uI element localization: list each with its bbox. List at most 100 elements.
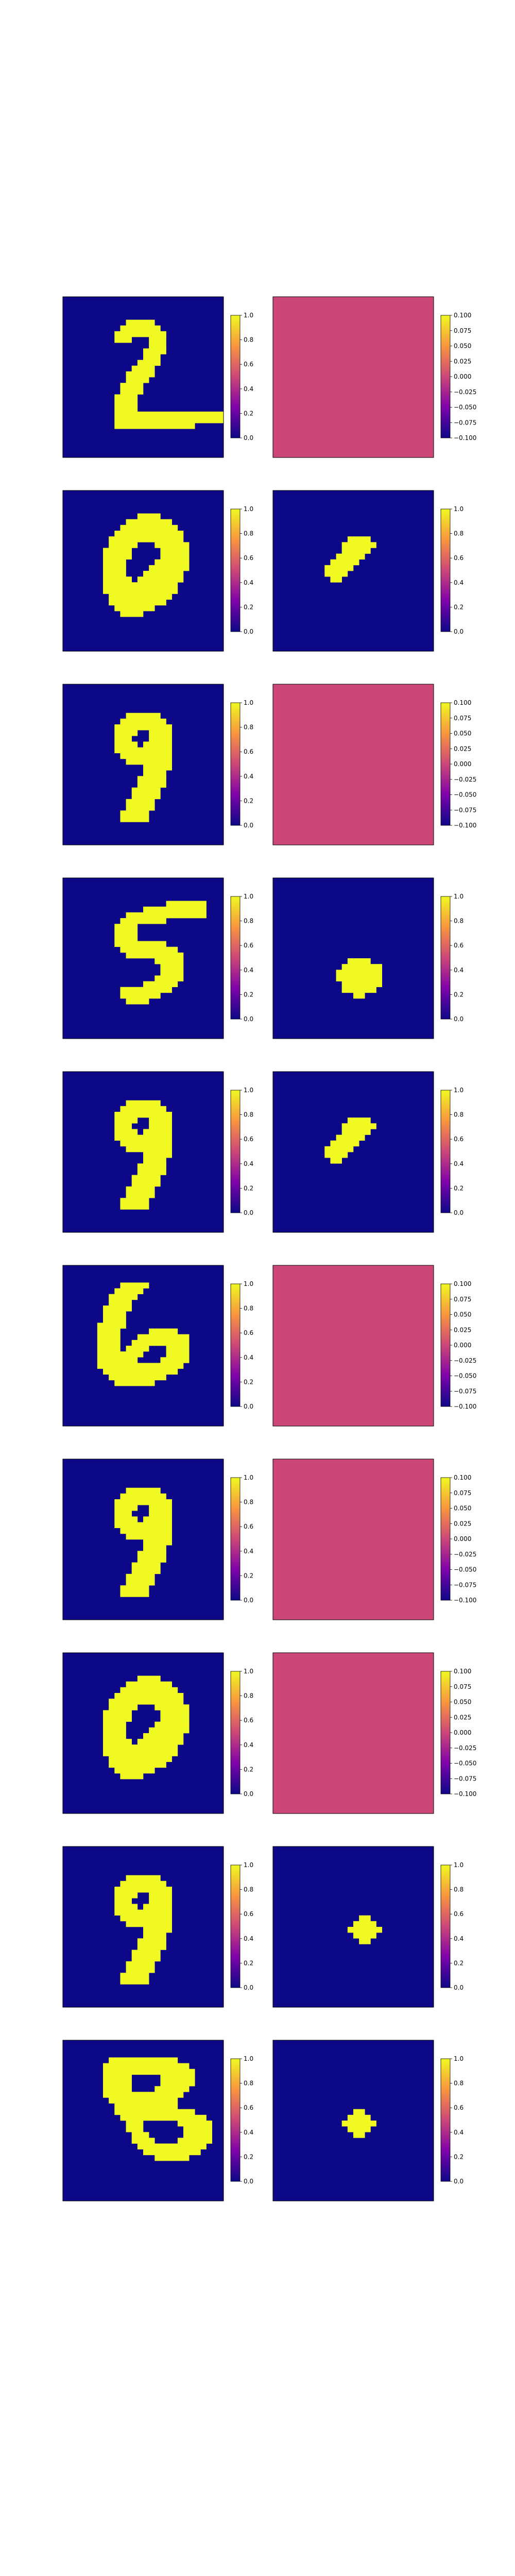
heatmap-cell-run xyxy=(137,1163,166,1170)
heatmap-cell-run xyxy=(341,548,371,554)
heatmap-cell-run xyxy=(114,1898,132,1904)
colorbar-tick-label: 0.8 xyxy=(244,530,253,537)
heatmap-cell-run xyxy=(341,2121,376,2127)
heatmap-cell-run xyxy=(114,1288,144,1295)
heatmap-cell-run xyxy=(109,1294,138,1300)
colorbar-tick-label: 1.0 xyxy=(454,893,464,900)
heatmap-cell-run xyxy=(131,1562,161,1569)
colorbar-tick-label: 0.2 xyxy=(244,1959,253,1967)
heatmap-cell-run xyxy=(131,1568,161,1574)
heatmap-cell-run xyxy=(143,1152,173,1158)
heatmap-background xyxy=(273,1265,434,1426)
heatmap-frame xyxy=(62,490,224,652)
heatmap-cell-run xyxy=(114,411,224,418)
colorbar-tick-label: 0.2 xyxy=(244,410,253,417)
heatmap-cell-run xyxy=(336,975,383,981)
colorbar-tick-label: 0.6 xyxy=(244,1329,253,1336)
heatmap-cell-run xyxy=(103,577,132,583)
heatmap-cell-run xyxy=(166,1346,190,1352)
heatmap-cell-run xyxy=(126,1146,173,1153)
heatmap-cell-run xyxy=(324,1152,348,1158)
colorbar-tick-label: 0.6 xyxy=(454,2104,464,2111)
colorbar-gradient xyxy=(230,1671,241,1794)
heatmap-cell-run xyxy=(120,2114,207,2121)
heatmap-cell-run xyxy=(114,1909,173,1916)
colorbar-tick-label: 0.2 xyxy=(244,603,253,611)
heatmap-cell-run xyxy=(177,2138,213,2144)
heatmap-frame xyxy=(272,684,434,845)
heatmap-cell-run xyxy=(330,577,342,583)
heatmap-cell-run xyxy=(114,1505,138,1511)
colorbar-tick-label: 0.075 xyxy=(454,715,471,722)
colorbar-gradient xyxy=(440,2058,451,2182)
colorbar: −0.100 −0.075 −0.050 −0.025 0.000 0.025 0.050 0… xyxy=(440,312,476,442)
colorbar-tick-label: 0.0 xyxy=(244,1015,253,1023)
heatmap-cell-run xyxy=(131,793,161,800)
heatmap-frame xyxy=(272,296,434,458)
heatmap-cell-run xyxy=(149,736,173,742)
colorbar-tick-label: 1.0 xyxy=(454,2055,464,2062)
colorbar-tick-label: 0.0 xyxy=(244,1790,253,1798)
heatmap-frame xyxy=(62,1071,224,1233)
heatmap-cell-run xyxy=(353,1933,376,1939)
heatmap-panel-10-input: 0.0 0.2 0.4 0.6 0.8 1.0 xyxy=(62,2040,253,2201)
heatmap-cell-run xyxy=(120,1585,149,1591)
heatmap-cell-run xyxy=(120,325,161,332)
heatmap-cell-run xyxy=(160,970,184,976)
heatmap-cell-run xyxy=(97,1340,121,1346)
heatmap-cell-run xyxy=(126,1573,155,1580)
colorbar-tick-label: 0.050 xyxy=(454,1311,471,1318)
heatmap-cell-run xyxy=(149,1898,173,1904)
colorbar-tick-label: 0.0 xyxy=(454,1015,464,1023)
heatmap-cell-run xyxy=(166,901,207,907)
heatmap-cell-run xyxy=(120,1687,178,1693)
heatmap-frame xyxy=(62,1459,224,1620)
heatmap-cell-run xyxy=(353,1921,376,1927)
colorbar-gradient xyxy=(230,509,241,632)
heatmap-cell-run xyxy=(131,1744,178,1751)
heatmap-cell-run xyxy=(103,1716,132,1722)
colorbar-tick-label: 0.2 xyxy=(244,797,253,804)
heatmap-cell-run xyxy=(103,1727,126,1734)
colorbar-tick-label: 0.8 xyxy=(244,1305,253,1312)
heatmap-cell-run xyxy=(97,1363,184,1369)
heatmap-cell-run xyxy=(109,1699,184,1705)
heatmap-frame xyxy=(272,1071,434,1233)
heatmap-cell-run xyxy=(137,513,161,520)
heatmap-cell-run xyxy=(137,776,166,782)
colorbar-tick-label: 0.8 xyxy=(454,530,464,537)
heatmap-cell-run xyxy=(120,611,144,617)
heatmap-cell-run xyxy=(347,2114,371,2121)
heatmap-cell-run xyxy=(160,548,190,554)
heatmap-cell-run xyxy=(109,2097,178,2104)
colorbar: 0.0 0.2 0.4 0.6 0.8 1.0 xyxy=(440,2055,464,2185)
colorbar-tick-label: −0.075 xyxy=(454,419,476,426)
heatmap-cell-run xyxy=(347,1927,383,1933)
heatmap-panel-5-output: 0.0 0.2 0.4 0.6 0.8 1.0 xyxy=(272,1071,464,1233)
heatmap-cell-run xyxy=(114,417,224,423)
colorbar-gradient xyxy=(440,1671,451,1794)
heatmap-cell-run xyxy=(137,360,161,366)
colorbar: −0.100 −0.075 −0.050 −0.025 0.000 0.025 0.050 0… xyxy=(440,1280,476,1410)
colorbar-gradient xyxy=(440,315,451,438)
colorbar-tick-label: 0.4 xyxy=(244,579,253,586)
heatmap-cell-run xyxy=(97,1323,126,1329)
heatmap-cell-run xyxy=(126,2121,144,2127)
heatmap-cell-run xyxy=(109,594,173,600)
heatmap-cell-run xyxy=(353,2132,365,2138)
colorbar-tick-label: 0.6 xyxy=(244,1136,253,1143)
heatmap-cell-run xyxy=(114,1887,173,1893)
colorbar-tick-label: 0.000 xyxy=(454,760,471,768)
heatmap-cell-run xyxy=(359,1915,371,1922)
heatmap-cell-run xyxy=(154,2155,190,2161)
heatmap-cell-run xyxy=(137,1556,166,1563)
colorbar-gradient xyxy=(230,315,241,438)
heatmap-cell-run xyxy=(97,1334,121,1341)
colorbar: 0.0 0.2 0.4 0.6 0.8 1.0 xyxy=(230,699,253,829)
heatmap-cell-run xyxy=(120,1204,149,1210)
heatmap-cell-run xyxy=(126,1681,173,1688)
colorbar-tick-label: 0.0 xyxy=(244,434,253,442)
colorbar-tick-label: 0.0 xyxy=(454,1209,464,1216)
colorbar-tick-label: 0.2 xyxy=(454,2153,464,2160)
colorbar-tick-label: 0.2 xyxy=(454,1184,464,1192)
